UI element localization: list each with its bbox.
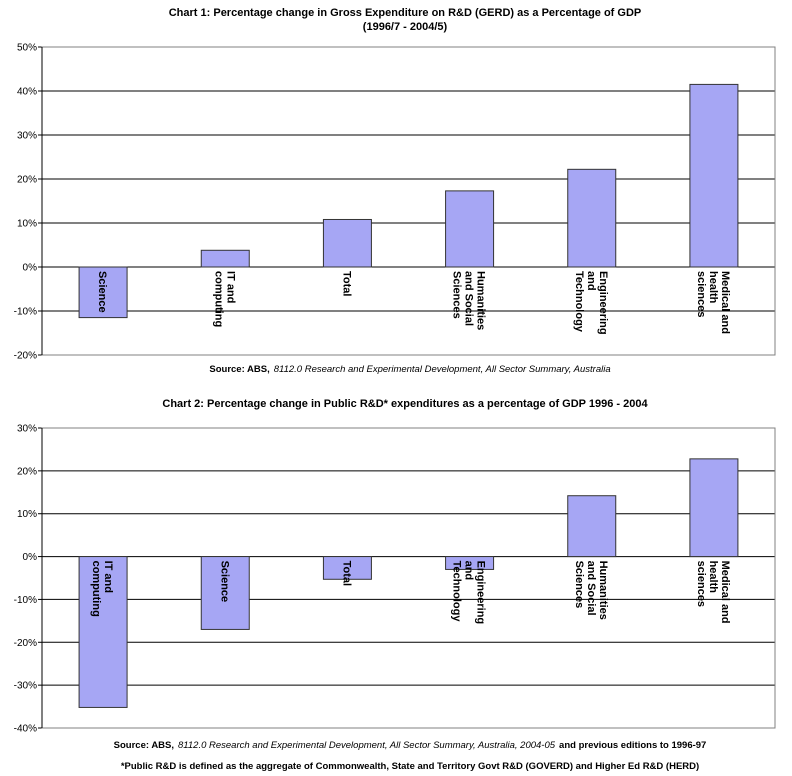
bar — [445, 556, 495, 570]
bar — [689, 458, 739, 558]
bar — [322, 556, 372, 580]
label-line: Total — [340, 271, 352, 296]
y-tick-label: -10% — [14, 595, 37, 606]
y-tick-label: 0% — [23, 552, 38, 563]
source-part: and previous editions to 1996-97 — [559, 740, 706, 751]
label-line: and — [585, 271, 597, 294]
chart-title: Chart 2: Percentage change in Public R&D… — [162, 398, 648, 410]
bar — [322, 218, 372, 268]
label-line: computing — [212, 271, 224, 327]
y-tick-label: 40% — [17, 87, 37, 98]
y-tick-label: 0% — [23, 263, 38, 274]
source-part: Source: ABS, — [114, 740, 174, 751]
y-tick-label: 30% — [17, 424, 37, 435]
label-line: sciences — [695, 271, 707, 317]
x-tick-label: Medical and health sciences — [695, 561, 731, 627]
label-line: IT and — [102, 561, 114, 596]
chart-title: Chart 1: Percentage change in Gross Expe… — [169, 7, 642, 19]
label-line: Sciences — [573, 561, 585, 609]
y-tick-label: -20% — [14, 351, 37, 362]
label-line: and Social — [463, 271, 475, 329]
x-tick-label: Total — [340, 271, 352, 296]
label-line: sciences — [695, 561, 707, 607]
x-tick-label: IT and computing — [90, 561, 114, 617]
y-tick-label: 10% — [17, 219, 37, 230]
y-tick-label: -10% — [14, 307, 37, 318]
x-tick-label: Engineering and Technology — [573, 271, 609, 338]
source: Source: ABS, 8112.0 Research and Experime… — [114, 740, 707, 751]
source-part: 8112.0 Research and Experimental Develop… — [274, 364, 611, 375]
label-line: Engineering — [597, 271, 609, 338]
label-line: IT and — [224, 271, 236, 306]
bar — [200, 249, 250, 268]
y-tick-label: -20% — [14, 638, 37, 649]
label-line: Science — [96, 271, 108, 313]
x-tick-label: Science — [96, 271, 108, 313]
label-line: computing — [90, 561, 102, 617]
label-line: Humanities — [475, 271, 487, 333]
x-tick-label: Total — [340, 561, 352, 586]
label-line: and — [463, 561, 475, 584]
chart-subtitle: (1996/7 - 2004/5) — [363, 21, 448, 33]
y-tick-label: -30% — [14, 681, 37, 692]
bar — [567, 168, 617, 268]
x-tick-label: Humanities and Social Sciences — [573, 561, 609, 623]
plot-frame — [41, 427, 776, 729]
y-tick-label: 10% — [17, 509, 37, 520]
bar — [78, 266, 128, 319]
source-part: 8112.0 Research and Experimental Develop… — [178, 740, 556, 751]
x-tick-label: Engineering and Technology — [451, 561, 487, 628]
label-line: Engineering — [475, 561, 487, 628]
label-line: Total — [340, 561, 352, 586]
x-tick-label: Humanities and Social Sciences — [451, 271, 487, 333]
bar — [78, 556, 128, 708]
y-tick-label: 20% — [17, 466, 37, 477]
plot-frame — [41, 46, 776, 356]
y-tick-label: 50% — [17, 43, 37, 54]
x-tick-label: Medical and health sciences — [695, 271, 731, 337]
label-line: Medical and — [719, 561, 731, 627]
bar — [689, 83, 739, 268]
y-tick-label: 30% — [17, 131, 37, 142]
label-line: health — [707, 561, 719, 596]
source: Source: ABS, 8112.0 Research and Experime… — [209, 364, 610, 375]
label-line: Sciences — [451, 271, 463, 319]
y-tick-label: 20% — [17, 175, 37, 186]
bar — [567, 495, 617, 558]
label-line: health — [707, 271, 719, 306]
source-part: Source: ABS, — [209, 364, 269, 375]
footnote: *Public R&D is defined as the aggregate … — [121, 761, 699, 772]
x-tick-label: IT and computing — [212, 271, 236, 327]
y-tick-label: -40% — [14, 724, 37, 735]
label-line: Science — [218, 561, 230, 603]
label-line: and Social — [585, 561, 597, 619]
bar — [445, 190, 495, 268]
label-line: Medical and — [719, 271, 731, 337]
label-line: Technology — [451, 561, 463, 623]
label-line: Humanities — [597, 561, 609, 623]
bar — [200, 556, 250, 630]
label-line: Technology — [573, 271, 585, 333]
x-tick-label: Science — [218, 561, 230, 603]
